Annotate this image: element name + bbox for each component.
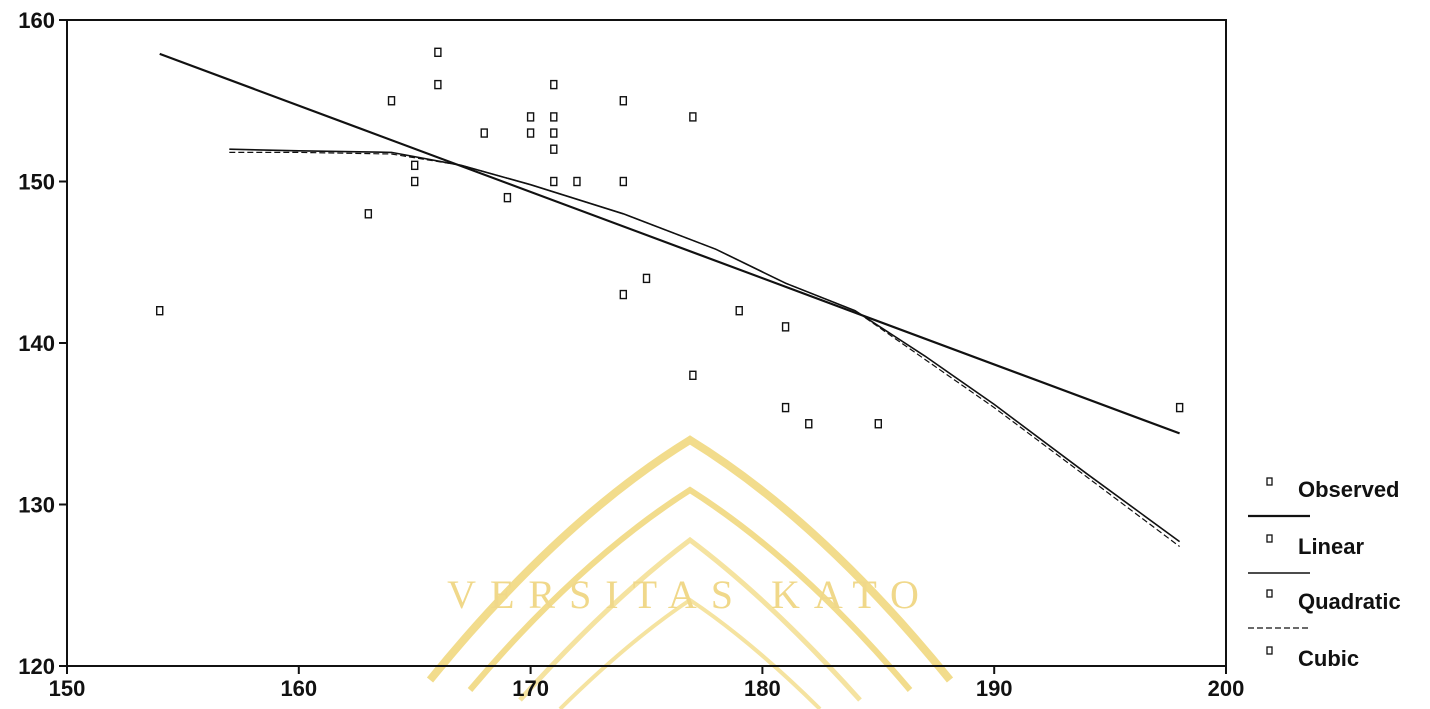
observed-point — [805, 419, 813, 429]
observed-point — [642, 273, 651, 284]
x-tick-label: 170 — [512, 676, 549, 701]
plot-frame — [66, 19, 1227, 667]
observed-point — [526, 112, 535, 122]
watermark-text: VERSITAS KATO — [447, 572, 933, 617]
legend-label-quadratic: Quadratic — [1298, 589, 1401, 614]
observed-point — [550, 128, 558, 138]
watermark-seal: VERSITAS KATO — [426, 435, 954, 709]
legend-label-cubic: Cubic — [1298, 646, 1359, 671]
observed-point — [573, 176, 581, 187]
y-tick-label: 120 — [18, 654, 55, 679]
observed-point — [434, 79, 442, 90]
observed-point — [689, 112, 697, 122]
observed-point — [689, 370, 697, 380]
y-tick-label: 150 — [18, 170, 55, 195]
x-tick-label: 150 — [49, 676, 86, 701]
observed-point — [619, 96, 628, 106]
y-tick-label: 160 — [18, 8, 55, 33]
observed-point — [619, 176, 628, 187]
observed-point — [364, 209, 373, 219]
observed-point — [781, 322, 790, 332]
observed-point — [1175, 402, 1184, 413]
x-tick-label: 160 — [280, 676, 317, 701]
observed-point — [874, 419, 882, 429]
observed-point — [411, 160, 419, 171]
observed-point — [550, 176, 558, 187]
x-tick-label: 180 — [744, 676, 781, 701]
x-tick-label: 190 — [976, 676, 1013, 701]
observed-point — [550, 144, 558, 154]
observed-point — [480, 128, 488, 138]
observed-point — [550, 112, 558, 122]
legend-marker-observed — [1266, 477, 1273, 486]
fit-line-linear — [159, 52, 1180, 435]
fit-line-cubic — [229, 151, 1180, 547]
observed-point — [503, 192, 512, 203]
y-tick-label: 140 — [18, 331, 55, 356]
observed-point — [156, 306, 164, 316]
legend-marker-linear — [1266, 534, 1273, 543]
observed-point — [735, 306, 743, 316]
observed-point — [781, 402, 790, 413]
legend-marker-quadratic — [1266, 589, 1273, 598]
observed-point — [619, 289, 628, 300]
fit-line-quadratic — [229, 148, 1181, 543]
observed-point — [387, 96, 396, 106]
observed-point — [550, 79, 558, 90]
observed-point — [434, 47, 442, 57]
legend-label-linear: Linear — [1298, 534, 1364, 559]
x-tick-label: 200 — [1208, 676, 1245, 701]
observed-point — [526, 128, 535, 138]
legend-label-observed: Observed — [1298, 477, 1400, 502]
legend-marker-cubic — [1266, 646, 1273, 655]
y-tick-label: 130 — [18, 493, 55, 518]
observed-point — [411, 176, 419, 187]
